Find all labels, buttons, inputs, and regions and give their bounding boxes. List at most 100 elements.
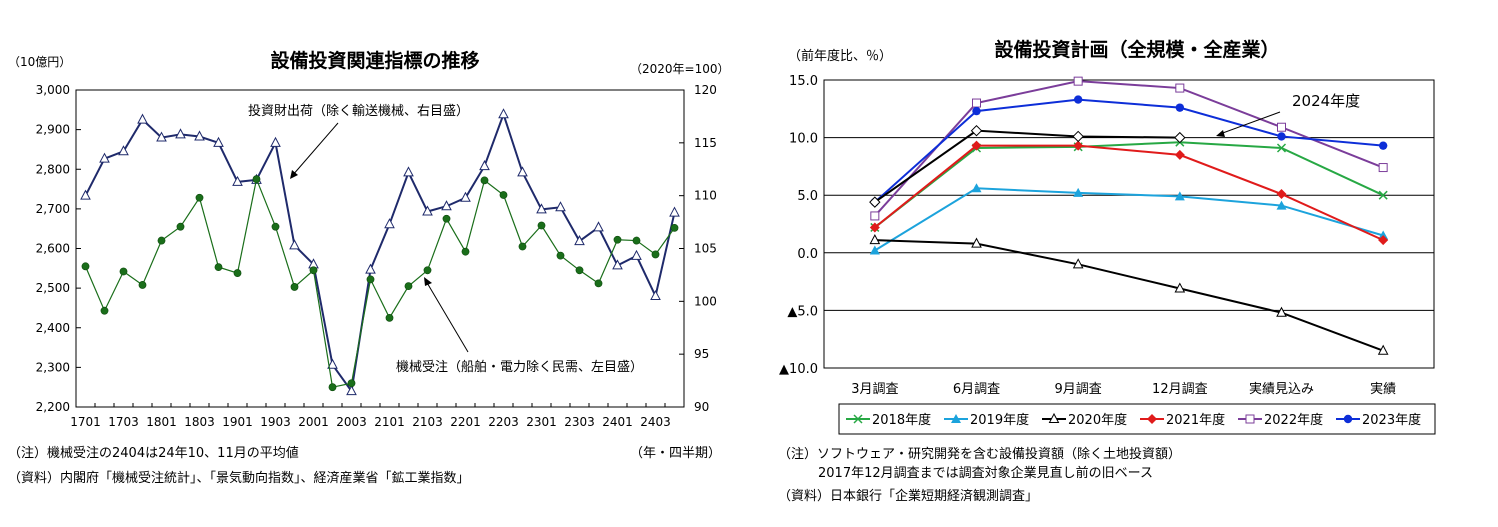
orders-point [214, 263, 223, 272]
right-y-tick-label: 95 [694, 347, 709, 361]
x-tick-label: 2001 [298, 415, 329, 429]
series-line-orders [84, 177, 675, 388]
shipments-point [612, 259, 623, 270]
point-fy2020 [1377, 344, 1389, 355]
left-axis-unit: （10億円） [8, 55, 71, 69]
shipments-point [137, 113, 148, 124]
legend-label: 2022年度 [1264, 412, 1323, 428]
right-y-tick-label: 115 [694, 136, 717, 150]
shipments-point [555, 201, 566, 212]
orders-point [366, 275, 375, 284]
orders-point [119, 267, 128, 276]
point-fy2021 [1073, 140, 1084, 151]
point-fy2020 [1174, 282, 1186, 293]
right-y-tick-label: 105 [694, 242, 717, 256]
point-fy2020 [971, 237, 982, 248]
shipments-point [593, 221, 604, 232]
right-x-tick-label: 3月調査 [851, 382, 898, 397]
left-y-tick-label: 2,300 [36, 360, 70, 374]
annotation-arrow-orders [425, 280, 469, 353]
left-x-unit: （年・四半期） [630, 446, 722, 461]
annotation-arrow-shipments [291, 122, 339, 177]
orders-point [100, 306, 109, 315]
orders-point [328, 383, 337, 392]
x-tick-label: 2403 [640, 415, 671, 429]
annotation-arrowhead-shipments [290, 170, 298, 179]
right-x-tick-labels: 3月調査 6月調査 9月調査 12月調査 実績見込み 実績 [851, 381, 1396, 397]
orders-point [347, 379, 356, 388]
point-fy2021 [1174, 149, 1185, 160]
left-chart: 設備投資関連指標の推移 （10億円） （2020年=100） 2,200 2,30… [8, 49, 730, 429]
legend-swatch-marker [1343, 414, 1353, 424]
shipments-point [517, 166, 528, 177]
orders-point [670, 223, 679, 232]
right-y-tick-label: 90 [694, 400, 709, 414]
point-fy2019 [1378, 230, 1389, 240]
right-note-2: 2017年12月調査までは調査対象企業見直し前の旧ベース [818, 466, 1153, 481]
shipments-point [289, 239, 300, 250]
x-tick-label: 2103 [412, 415, 443, 429]
orders-point [651, 250, 660, 259]
shipments-point [232, 175, 243, 186]
x-tick-label: 2303 [564, 415, 595, 429]
right-y-tick-label: 0.0 [797, 247, 818, 262]
right-x-tick-label: 9月調査 [1055, 382, 1102, 397]
annotation-arrowhead-fy2024 [1216, 130, 1225, 137]
point-fy2024 [1072, 130, 1084, 143]
point-fy2021 [971, 140, 982, 151]
x-tick-label: 1703 [108, 415, 139, 429]
right-note-1: （注）ソフトウェア・研究開発を含む設備投資額（除く土地投資額） [778, 447, 1182, 462]
left-source: （資料）内閣府「機械受注統計」、「景気動向指数」、経済産業省「鉱工業指数」 [8, 471, 470, 486]
orders-point [252, 175, 261, 184]
shipments-point [441, 200, 452, 211]
x-tick-label: 2401 [602, 415, 633, 429]
point-fy2022 [972, 98, 981, 108]
shipments-point [80, 189, 91, 200]
shipments-point [346, 385, 357, 396]
x-tick-labels: 1701 1703 1801 1803 1901 1903 2001 2003 2101 2103… [70, 403, 671, 429]
orders-point [81, 262, 90, 271]
x-tick-label: 1701 [70, 415, 101, 429]
point-fy2019 [1276, 200, 1287, 210]
series-line-fy2018 [874, 141, 1384, 229]
x-tick-label: 1801 [146, 415, 177, 429]
right-x-tick-label: 実績見込み [1249, 381, 1314, 397]
shipments-point [213, 136, 224, 147]
right-x-tick-label: 12月調査 [1152, 382, 1208, 397]
point-fy2020 [869, 234, 881, 245]
left-y-tick-label: 2,800 [36, 162, 70, 176]
point-fy2018 [1276, 143, 1287, 153]
right-y-tick-label: 10.0 [789, 132, 818, 147]
legend-swatch-marker [853, 414, 863, 424]
point-fy2019 [1174, 191, 1185, 201]
right-y-tick-label: 100 [694, 294, 717, 308]
point-fy2019 [1073, 187, 1084, 197]
point-fy2024 [869, 196, 881, 208]
orders-point [480, 176, 489, 185]
orders-point [442, 214, 451, 223]
right-x-tick-label: 6月調査 [953, 382, 1000, 397]
legend-label: 2019年度 [970, 412, 1029, 428]
right-y-tick-label: 110 [694, 189, 717, 203]
legend-box [838, 403, 1436, 435]
orders-point [632, 236, 641, 245]
legend-label: 2020年度 [1068, 412, 1127, 428]
shipments-point [403, 166, 414, 177]
shipments-point [270, 136, 281, 147]
point-fy2021 [1276, 189, 1287, 200]
right-y-tick-labels: ▲10.0 ▲5.0 0.0 5.0 10.0 15.0 [779, 74, 818, 377]
point-fy2022 [1277, 122, 1286, 132]
x-tick-label: 2003 [336, 415, 367, 429]
orders-point [594, 279, 603, 288]
orders-point [309, 266, 318, 275]
right-chart: 設備投資計画（全規模・全産業） （前年度比、％） ▲10.0 ▲5.0 0.0 5.0… [779, 38, 1436, 435]
point-fy2023 [1073, 95, 1083, 104]
shipments-point [99, 152, 110, 163]
shipments-point [650, 289, 661, 301]
left-y-tick-labels: 2,200 2,300 2,400 2,500 2,600 2,700 2,800 2,900… [36, 83, 81, 414]
x-tick-label: 2203 [488, 415, 519, 429]
point-fy2020 [1276, 306, 1287, 317]
orders-point [537, 221, 546, 230]
right-source: （資料）日本銀行「企業短期経済観測調査」 [778, 489, 1039, 504]
annotation-arrow-fy2024 [1219, 111, 1281, 135]
